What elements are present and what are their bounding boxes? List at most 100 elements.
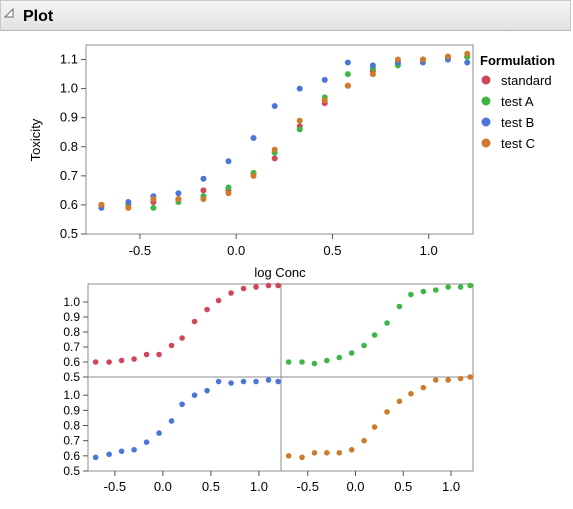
panel-point-standard[interactable] (265, 282, 272, 289)
data-point-test-a[interactable] (344, 71, 351, 78)
panel-point-test-b[interactable] (156, 430, 162, 436)
panel-point-standard[interactable] (228, 290, 234, 296)
data-point-test-c[interactable] (250, 172, 257, 179)
panel-point-test-b[interactable] (215, 378, 222, 385)
panel-point-standard[interactable] (118, 357, 125, 364)
panel-point-test-c[interactable] (432, 377, 439, 383)
data-point-standard[interactable] (271, 155, 278, 162)
panel-point-test-c[interactable] (336, 450, 343, 456)
panel-point-test-c[interactable] (396, 398, 403, 405)
panel-point-standard[interactable] (215, 297, 222, 304)
panel-point-test-c[interactable] (408, 390, 414, 397)
panel-point-test-c[interactable] (285, 453, 292, 459)
panel-point-test-a[interactable] (285, 359, 292, 365)
panel-point-test-b[interactable] (275, 378, 281, 385)
data-point-test-b[interactable] (296, 85, 303, 92)
panel-point-test-a[interactable] (324, 357, 330, 364)
data-point-test-a[interactable] (150, 204, 157, 211)
panel-point-test-b[interactable] (204, 387, 210, 394)
legend-item-standard[interactable]: standard (481, 73, 552, 88)
panel-point-standard[interactable] (143, 351, 150, 358)
panel-point-standard[interactable] (156, 351, 162, 358)
panel-point-test-c[interactable] (445, 377, 451, 383)
data-point-test-b[interactable] (125, 199, 132, 206)
data-point-test-b[interactable] (321, 76, 328, 83)
panel-point-test-b[interactable] (118, 448, 125, 455)
panel-point-test-a[interactable] (336, 354, 343, 361)
panel-point-test-b[interactable] (240, 378, 247, 385)
panel-point-test-b[interactable] (253, 378, 259, 385)
panel-point-test-c[interactable] (371, 424, 378, 430)
data-point-test-c[interactable] (344, 82, 351, 89)
data-point-test-c[interactable] (150, 196, 157, 203)
legend-item-test-c[interactable]: test C (481, 136, 535, 151)
panel-point-test-b[interactable] (265, 377, 272, 383)
data-point-test-c[interactable] (296, 117, 303, 124)
data-point-test-c[interactable] (419, 56, 426, 63)
panel-point-test-a[interactable] (348, 350, 355, 356)
panel-point-standard[interactable] (275, 282, 281, 289)
panel-point-test-c[interactable] (324, 450, 330, 456)
panel-point-test-c[interactable] (311, 450, 318, 456)
data-point-standard[interactable] (200, 187, 207, 194)
panel-point-test-a[interactable] (445, 284, 451, 290)
data-point-test-c[interactable] (464, 50, 471, 57)
data-point-test-c[interactable] (369, 71, 376, 78)
panel-point-test-a[interactable] (420, 288, 427, 295)
panel-point-test-b[interactable] (179, 401, 185, 408)
panel-point-test-a[interactable] (467, 282, 473, 289)
panel-point-test-c[interactable] (457, 375, 464, 382)
data-point-test-b[interactable] (225, 158, 232, 165)
data-point-test-c[interactable] (125, 204, 132, 211)
data-point-test-b[interactable] (271, 103, 278, 110)
data-point-test-b[interactable] (200, 175, 207, 182)
panel-point-test-a[interactable] (311, 360, 318, 367)
panel-point-standard[interactable] (253, 284, 259, 290)
panel-point-standard[interactable] (204, 306, 210, 313)
panel-point-test-a[interactable] (408, 291, 414, 298)
data-point-test-c[interactable] (175, 196, 182, 203)
data-point-test-c[interactable] (225, 190, 232, 197)
data-point-test-a[interactable] (296, 126, 303, 133)
panel-point-standard[interactable] (240, 285, 247, 292)
disclosure-triangle-icon[interactable] (4, 8, 14, 18)
panel-point-standard[interactable] (168, 342, 175, 349)
panel-point-test-c[interactable] (384, 409, 390, 415)
panel-point-standard[interactable] (92, 359, 99, 365)
data-point-test-c[interactable] (98, 201, 105, 208)
panel-point-test-a[interactable] (396, 303, 403, 310)
data-point-test-c[interactable] (321, 97, 328, 104)
data-point-test-b[interactable] (464, 59, 471, 66)
panel-point-standard[interactable] (179, 335, 185, 341)
data-point-test-a[interactable] (225, 184, 232, 191)
data-point-test-b[interactable] (344, 59, 351, 66)
panel-point-test-a[interactable] (299, 359, 305, 365)
data-point-test-c[interactable] (200, 196, 207, 203)
panel-point-standard[interactable] (191, 318, 198, 325)
panel-point-test-c[interactable] (299, 454, 305, 461)
data-point-test-c[interactable] (394, 56, 401, 63)
panel-point-standard[interactable] (131, 356, 137, 362)
data-point-test-c[interactable] (271, 146, 278, 153)
panel-point-test-b[interactable] (131, 446, 137, 453)
legend-item-test-b[interactable]: test B (481, 115, 535, 130)
panel-point-test-a[interactable] (371, 332, 378, 338)
panel-point-test-a[interactable] (384, 320, 390, 326)
data-point-test-b[interactable] (250, 135, 257, 142)
panel-point-test-b[interactable] (106, 451, 112, 458)
panel-point-test-a[interactable] (457, 284, 464, 290)
panel-point-test-c[interactable] (361, 437, 367, 444)
panel-point-test-c[interactable] (467, 374, 473, 380)
panel-point-test-b[interactable] (168, 418, 175, 424)
data-point-test-b[interactable] (175, 190, 182, 197)
legend-item-test-a[interactable]: test A (481, 94, 534, 109)
panel-point-test-b[interactable] (191, 392, 198, 398)
panel-point-test-a[interactable] (361, 342, 367, 349)
panel-point-standard[interactable] (106, 359, 112, 365)
panel-point-test-b[interactable] (143, 439, 150, 445)
panel-point-test-b[interactable] (92, 454, 99, 461)
data-point-test-c[interactable] (444, 53, 451, 60)
panel-point-test-c[interactable] (348, 446, 355, 453)
panel-point-test-b[interactable] (228, 380, 234, 386)
data-point-test-b[interactable] (369, 62, 376, 69)
